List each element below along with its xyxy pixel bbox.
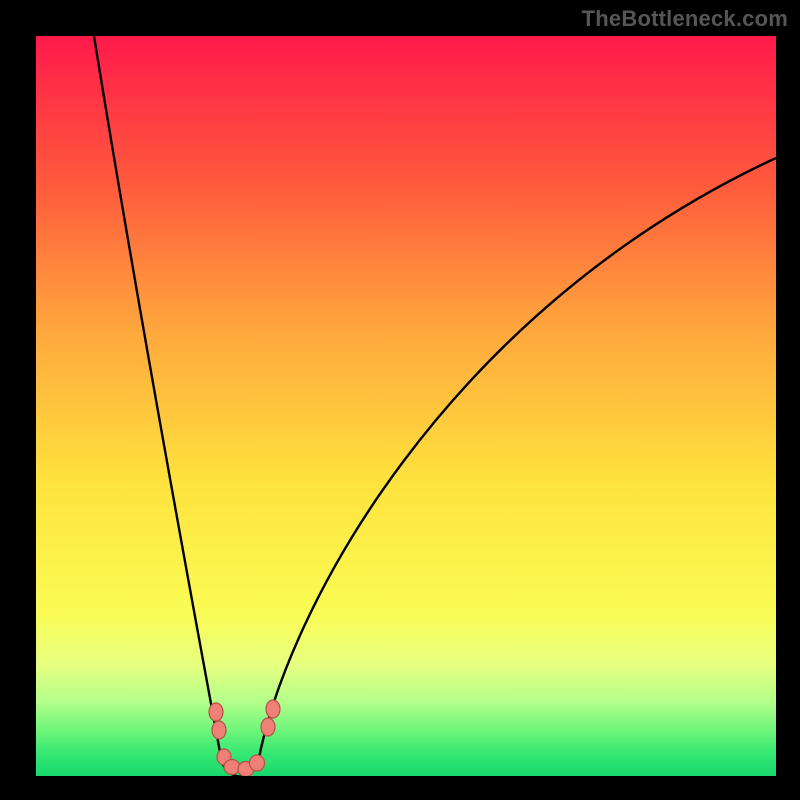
data-marker	[212, 721, 226, 739]
data-marker	[261, 718, 275, 736]
data-marker	[250, 755, 265, 771]
bottleneck-v-curve	[94, 36, 776, 776]
data-marker	[224, 760, 240, 775]
data-marker	[209, 703, 223, 721]
data-marker	[266, 700, 280, 718]
watermark-text: TheBottleneck.com	[582, 6, 788, 32]
marker-group	[209, 700, 280, 776]
plot-area	[36, 36, 776, 776]
curve-layer	[36, 36, 776, 776]
